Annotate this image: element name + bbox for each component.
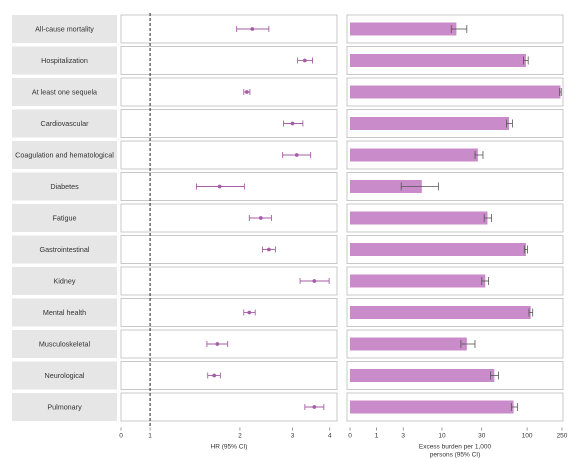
hr-tick-label: 1 (148, 433, 152, 440)
hr-panel-box (120, 392, 338, 422)
outcome-label: Coagulation and hematological (15, 151, 114, 160)
outcome-label: Mental health (43, 308, 86, 317)
outcome-label: At least one sequela (32, 88, 97, 97)
outcome-label: Neurological (45, 371, 85, 380)
outcome-label-box (12, 15, 117, 43)
hr-tick-label: 2 (238, 433, 242, 440)
hr-point (312, 405, 317, 409)
hr-point (247, 310, 252, 315)
burden-tick-label: 250 (557, 433, 568, 440)
burden-bar (350, 54, 526, 67)
outcome-label-box (12, 267, 117, 295)
burden-tick-label: 1 (375, 433, 379, 440)
hr-point (215, 342, 220, 346)
outcome-label-box (12, 109, 117, 138)
hr-tick-label: 4 (328, 433, 332, 440)
hr-tick-label: 0 (119, 433, 123, 440)
hr-panel-box (120, 361, 338, 390)
outcome-label-box (12, 330, 117, 358)
hr-axis-title: HR (95% CI) (211, 444, 248, 451)
outcome-label-box (12, 393, 117, 421)
hr-panel-box (120, 14, 338, 44)
burden-bar (350, 180, 422, 193)
hr-point (212, 373, 217, 378)
burden-tick-label: 3 (401, 433, 405, 440)
hr-panel-box (120, 298, 338, 327)
outcome-label-box (12, 172, 117, 201)
hr-point (217, 184, 222, 189)
outcome-label: Fatigue (53, 214, 77, 223)
burden-bar (350, 148, 478, 162)
outcome-label-box (12, 141, 117, 169)
hr-panel-box (120, 235, 338, 264)
outcome-label: Pulmonary (47, 403, 82, 412)
outcome-label: All-cause mortality (35, 25, 94, 34)
hr-panel-box (120, 329, 338, 359)
burden-axis-title-line: persons (95% CI) (430, 452, 481, 458)
hr-point (294, 153, 299, 157)
burden-tick-label: 30 (478, 433, 486, 440)
outcome-label: Hospitalization (41, 56, 88, 65)
outcome-label-box (12, 78, 117, 106)
burden-bar (350, 306, 531, 319)
hr-panel-box (120, 203, 338, 233)
hr-tick-label: 3 (291, 433, 295, 440)
outcome-label: Musculoskeletal (39, 340, 91, 349)
burden-axis-title: Excess burden per 1,000 persons (95% CI) (419, 444, 492, 458)
hr-point (290, 121, 295, 126)
hr-point (312, 279, 317, 283)
burden-axis-title-line: Excess burden per 1,000 (419, 444, 492, 451)
outcome-label-box (12, 46, 117, 75)
outcome-label: Gastrointestinal (40, 245, 90, 254)
outcome-label: Diabetes (50, 182, 79, 191)
outcome-label: Kidney (54, 277, 76, 286)
outcome-label-box (12, 361, 117, 390)
outcome-label-box (12, 298, 117, 327)
burden-bar (350, 85, 561, 99)
burden-bar (350, 369, 495, 382)
burden-tick-label: 10 (438, 433, 446, 440)
burden-bar (350, 274, 486, 288)
outcome-label-box (12, 204, 117, 232)
hr-panel-box (120, 77, 338, 107)
outcome-label: Cardiovascular (41, 119, 90, 128)
hr-point (258, 216, 263, 220)
hr-point (244, 90, 249, 94)
burden-bar (350, 211, 488, 225)
hr-point (250, 27, 255, 31)
hr-point (266, 247, 271, 252)
outcome-label-box (12, 235, 117, 264)
burden-bar (350, 22, 457, 36)
burden-bar (350, 400, 514, 414)
burden-bar (350, 117, 509, 130)
hr-panel-box (120, 109, 338, 138)
burden-bar (350, 337, 467, 351)
burden-bar (350, 243, 526, 256)
hr-point (302, 58, 307, 63)
burden-tick-label: 0 (348, 433, 352, 440)
burden-tick-label: 100 (522, 433, 533, 440)
